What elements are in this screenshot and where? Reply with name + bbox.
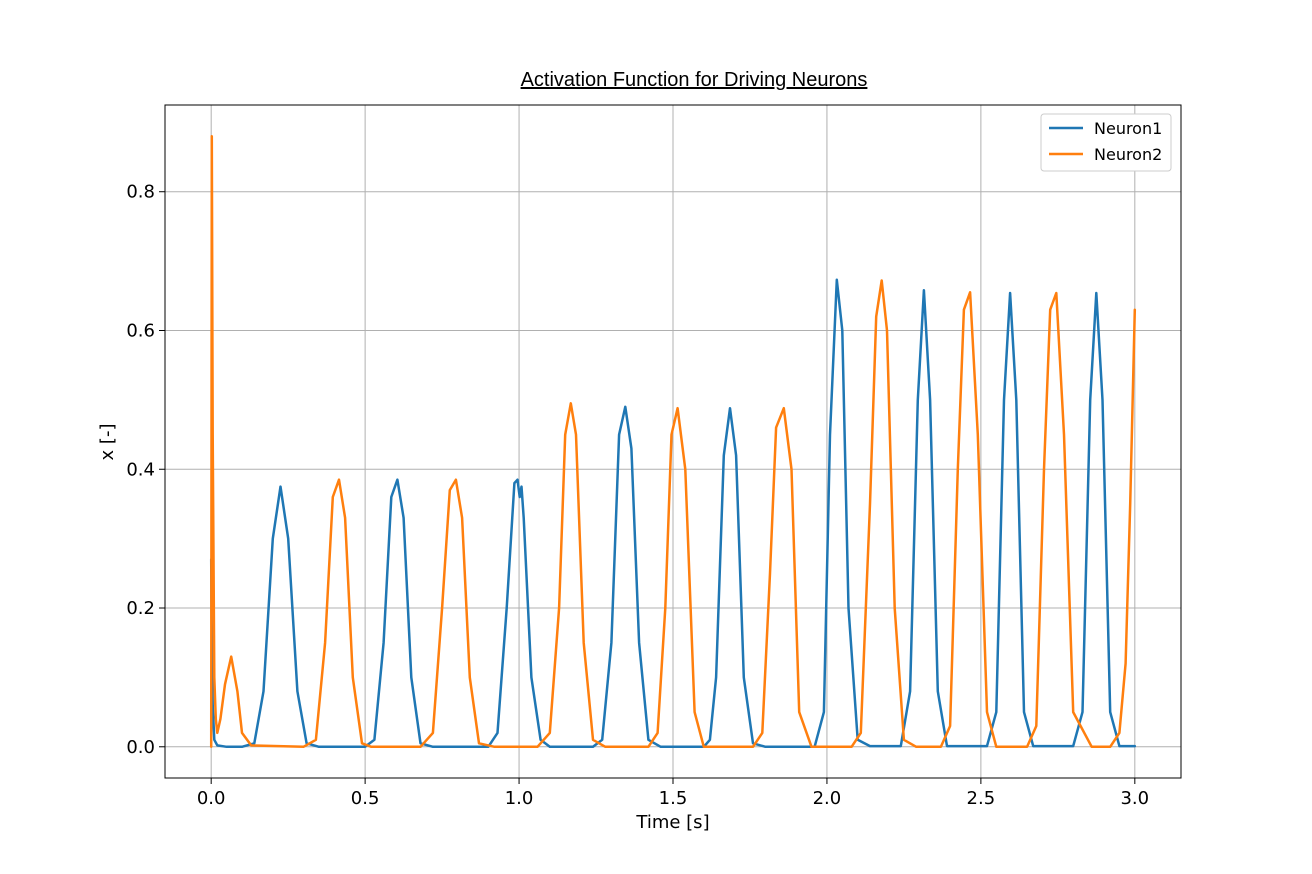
chart-title: Activation Function for Driving Neurons <box>521 69 868 91</box>
legend-label-neuron1: Neuron1 <box>1094 119 1162 138</box>
legend: Neuron1 Neuron2 <box>1040 113 1172 172</box>
x-tick-label: 1.0 <box>505 788 534 809</box>
series-lines <box>209 134 1137 749</box>
x-axis-ticks: 0.0 0.5 1.0 1.5 2.0 2.5 3.0 <box>197 778 1149 809</box>
y-axis-ticks: 0.0 0.2 0.4 0.6 0.8 <box>126 182 165 758</box>
y-tick-label: 0.8 <box>126 182 155 203</box>
series-line-neuron2 <box>209 134 1137 749</box>
x-tick-label: 0.0 <box>197 788 226 809</box>
y-tick-label: 0.2 <box>126 598 155 619</box>
y-tick-label: 0.4 <box>126 459 155 480</box>
legend-label-neuron2: Neuron2 <box>1094 145 1162 164</box>
y-axis-label: x [-] <box>97 424 118 461</box>
x-tick-label: 3.0 <box>1120 788 1149 809</box>
y-tick-label: 0.0 <box>126 737 155 758</box>
y-tick-label: 0.6 <box>126 320 155 341</box>
plot-frame <box>164 104 1182 779</box>
x-tick-label: 1.5 <box>659 788 688 809</box>
x-axis-label: Time [s] <box>635 812 709 833</box>
x-tick-label: 0.5 <box>351 788 380 809</box>
x-tick-label: 2.5 <box>967 788 996 809</box>
x-tick-label: 2.0 <box>813 788 842 809</box>
series-line-neuron1 <box>209 278 1137 749</box>
